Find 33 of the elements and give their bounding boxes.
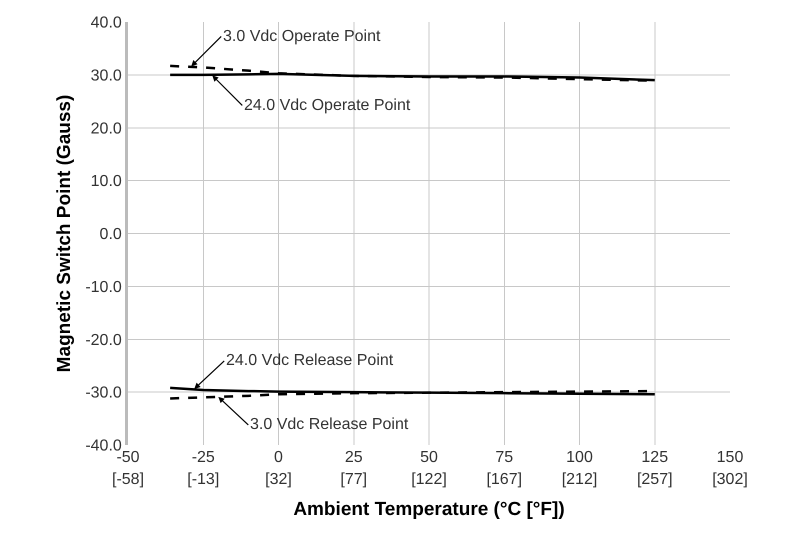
x2-tick-label: [-13] [187, 471, 220, 488]
annotation: 3.0 Vdc Operate Point [223, 28, 381, 45]
x-tick-label: 100 [566, 449, 593, 466]
annotation: 24.0 Vdc Operate Point [244, 97, 411, 114]
x2-tick-label: [167] [486, 471, 522, 488]
y-tick-label: 40.0 [90, 14, 122, 32]
x2-tick-label: [-58] [112, 471, 144, 488]
x2-tick-label: [302] [712, 471, 748, 488]
x-tick-label: 125 [641, 449, 668, 466]
x-tick-label: 50 [420, 449, 438, 466]
y-tick-label: -40.0 [85, 438, 122, 455]
x2-tick-label: [212] [562, 471, 598, 488]
x-tick-label: 25 [344, 449, 363, 466]
y-tick-label: -10.0 [85, 278, 122, 296]
y-tick-label: 20.0 [90, 120, 122, 138]
line-series [168, 386, 656, 396]
x-tick-label: -25 [192, 449, 215, 466]
y-tick-label: -30.0 [85, 384, 122, 402]
y-axis-title: Magnetic Switch Point (Gauss) [54, 94, 76, 372]
y-tick-label: -20.0 [85, 332, 122, 349]
y-tick-label: 0.0 [100, 226, 122, 244]
x-tick-label: 150 [716, 449, 744, 466]
y-tick-label: 30.0 [90, 67, 122, 84]
x2-tick-label: [77] [340, 471, 368, 488]
annotation: 3.0 Vdc Release Point [250, 416, 409, 433]
x2-tick-label: [32] [265, 471, 292, 488]
x-axis-title: Ambient Temperature (°C [°F]) [293, 498, 565, 520]
x-tick-label: 75 [495, 449, 514, 466]
x-tick-label: 0 [274, 449, 284, 466]
x2-tick-label: [122] [411, 471, 447, 488]
x2-tick-label: [257] [636, 471, 673, 488]
annotation: 24.0 Vdc Release Point [226, 352, 394, 369]
y-tick-label: 10.0 [90, 173, 122, 190]
